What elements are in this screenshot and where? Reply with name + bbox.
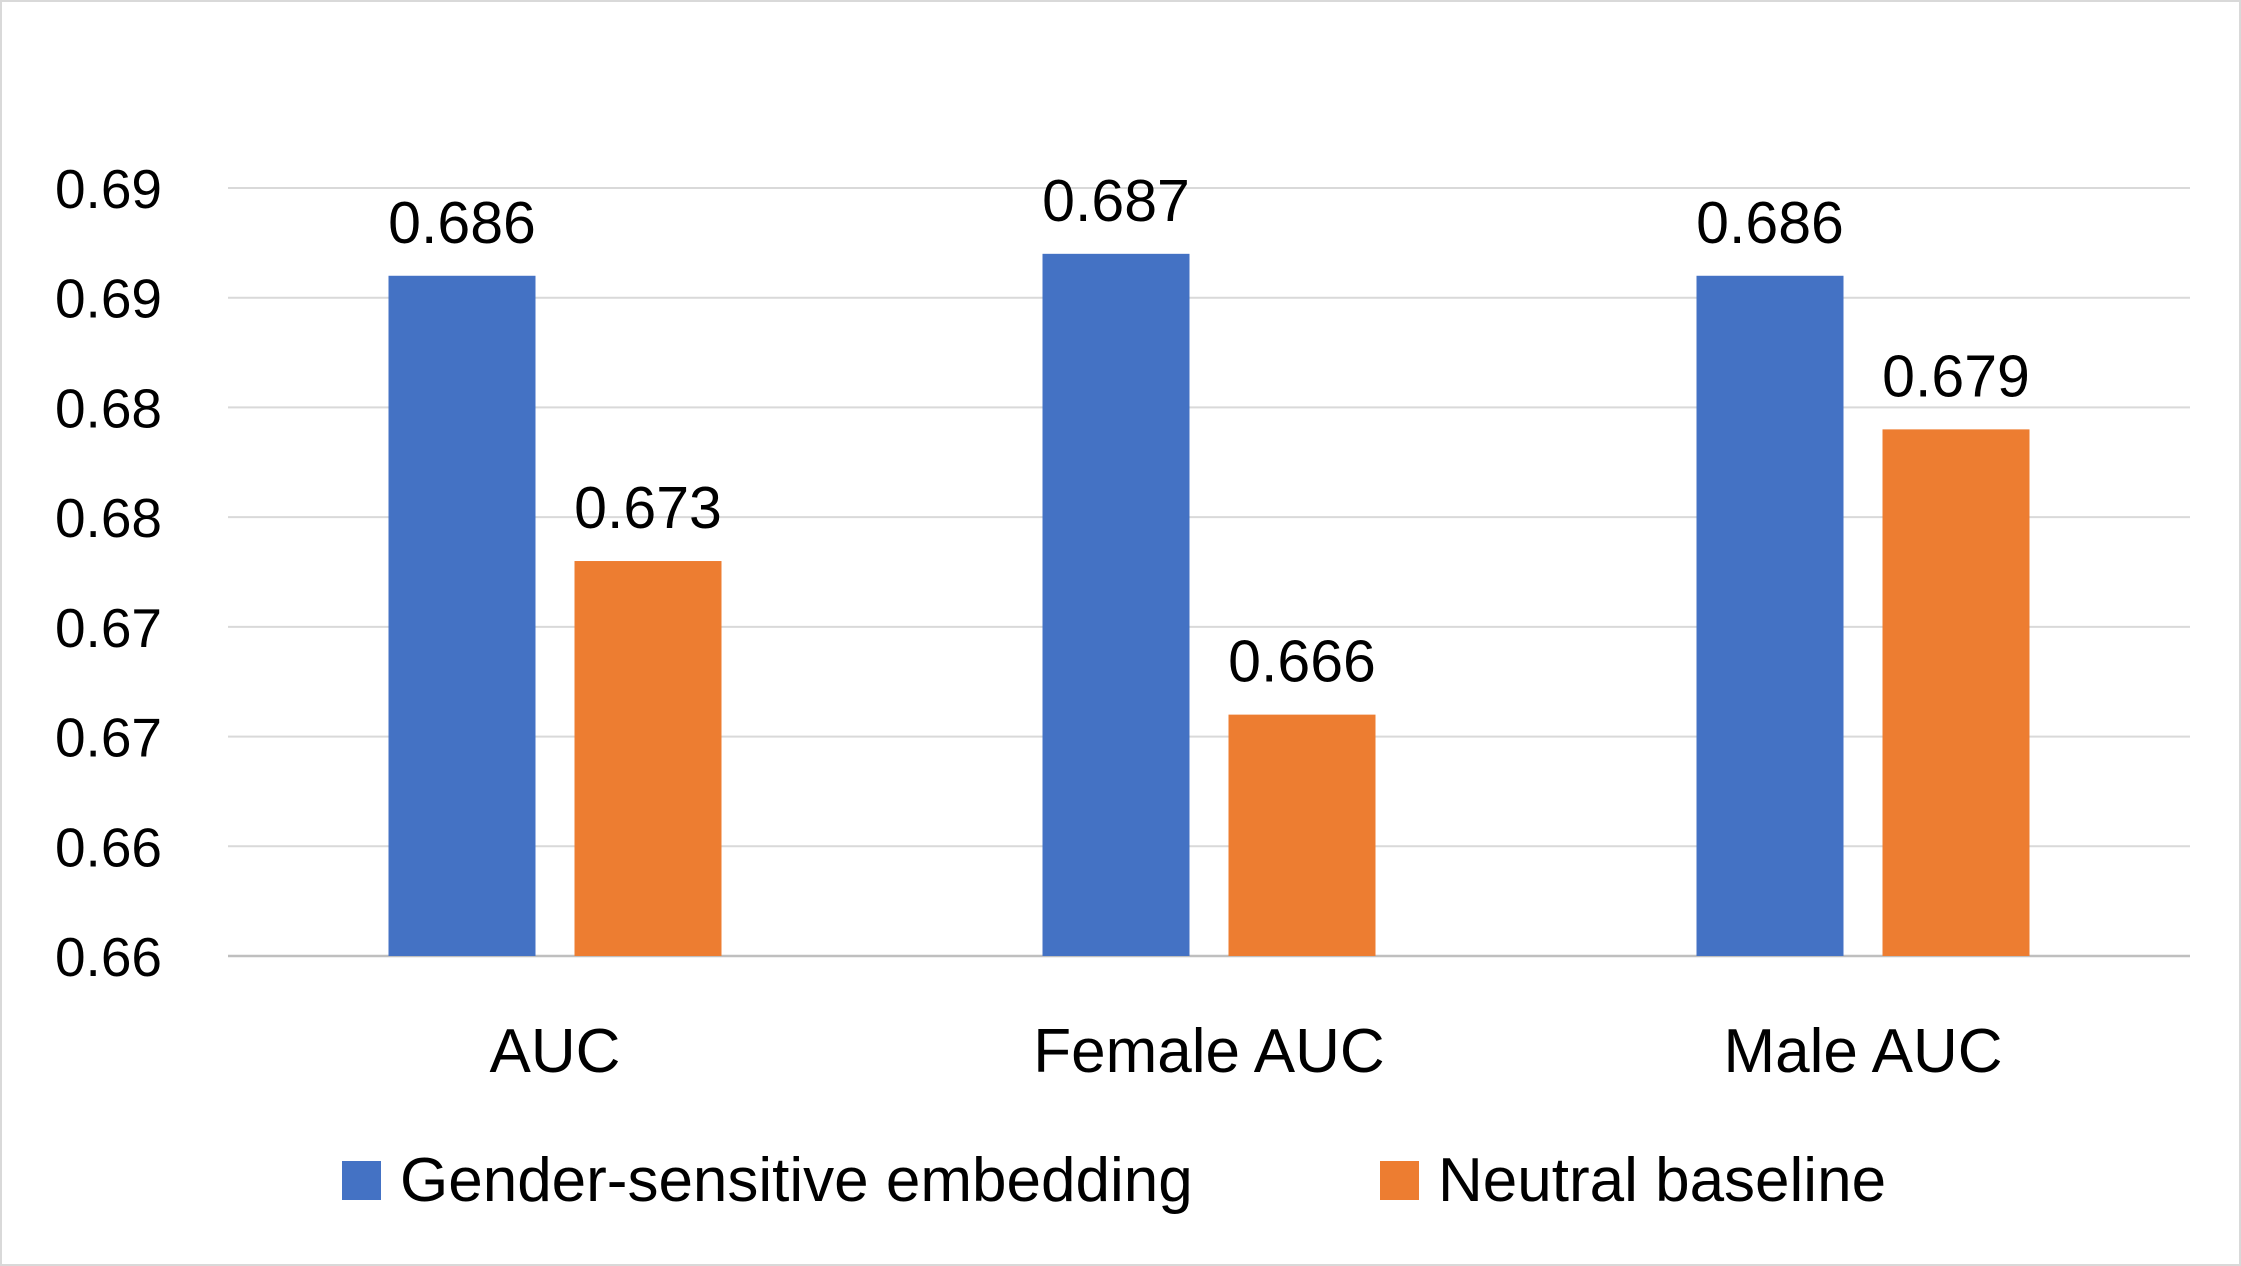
legend-label: Gender-sensitive embedding — [400, 1146, 1193, 1215]
bar-gender-sensitive — [388, 275, 536, 956]
bar-gender-sensitive — [1696, 275, 1844, 956]
y-tick-label: 0.69 — [55, 158, 162, 220]
data-label: 0.673 — [574, 475, 722, 541]
y-tick-label: 0.68 — [55, 377, 162, 439]
y-tick-label: 0.69 — [55, 268, 162, 330]
category-label: Male AUC — [1723, 1017, 2002, 1086]
data-labels: 0.686 0.673 0.687 0.666 0.686 0.679 — [388, 168, 2030, 695]
gridlines — [228, 187, 2190, 958]
bar-neutral-baseline — [574, 561, 722, 956]
legend-swatch — [342, 1161, 381, 1200]
category-label: AUC — [490, 1017, 621, 1086]
y-tick-label: 0.66 — [55, 926, 162, 988]
bar-neutral-baseline — [1882, 429, 2030, 956]
bar-gender-sensitive — [1042, 253, 1190, 957]
y-tick-label: 0.67 — [55, 707, 162, 769]
legend-swatch — [1380, 1161, 1419, 1200]
legend-label: Neutral baseline — [1438, 1146, 1886, 1215]
y-tick-label: 0.66 — [55, 816, 162, 878]
x-axis-category-labels: AUC Female AUC Male AUC — [490, 1017, 2003, 1086]
y-axis-tick-labels: 0.66 0.66 0.67 0.67 0.68 0.68 0.69 0.69 — [55, 158, 162, 988]
data-label: 0.686 — [388, 190, 536, 256]
y-tick-label: 0.68 — [55, 487, 162, 549]
data-label: 0.666 — [1228, 629, 1376, 695]
bars — [388, 253, 2030, 957]
category-label: Female AUC — [1033, 1017, 1384, 1086]
data-label: 0.687 — [1042, 168, 1190, 234]
data-label: 0.679 — [1882, 343, 2030, 409]
legend: Gender-sensitive embedding Neutral baseli… — [342, 1146, 1886, 1215]
y-tick-label: 0.67 — [55, 597, 162, 659]
bar-neutral-baseline — [1228, 714, 1376, 956]
data-label: 0.686 — [1696, 190, 1844, 256]
